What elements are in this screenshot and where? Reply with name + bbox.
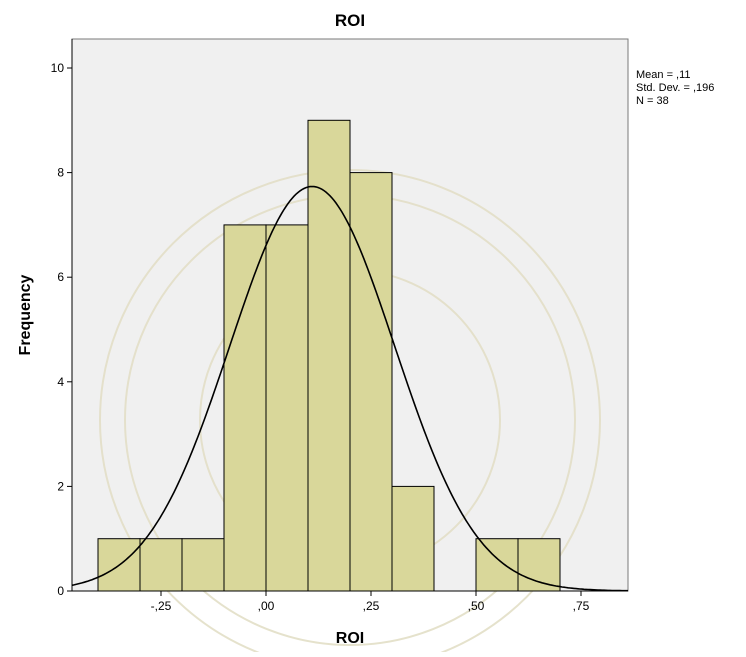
stats-mean: Mean = ,11 bbox=[636, 69, 691, 81]
x-tick-label: ,50 bbox=[468, 599, 485, 613]
y-tick-label: 8 bbox=[57, 166, 64, 180]
histogram-bar bbox=[475, 538, 519, 592]
histogram-bar bbox=[223, 224, 267, 592]
histogram-bar bbox=[307, 119, 351, 592]
y-tick-label: 2 bbox=[57, 479, 64, 493]
y-axis-title: Frequency bbox=[17, 274, 34, 355]
x-tick-label: ,00 bbox=[258, 599, 275, 613]
stats-n: N = 38 bbox=[636, 95, 669, 107]
y-tick-label: 4 bbox=[57, 375, 64, 389]
normal-curve bbox=[71, 185, 628, 592]
y-tick-label: 10 bbox=[51, 61, 65, 75]
histogram-bar bbox=[517, 538, 561, 592]
x-tick-label: ,75 bbox=[573, 599, 590, 613]
axes-group: 0 2 4 6 8 10 -,25 ,00 ,25 ,50 ,75 bbox=[51, 39, 628, 613]
stats-std-dev: Std. Dev. = ,196 bbox=[636, 82, 714, 94]
histogram-bar bbox=[181, 538, 225, 592]
bars-group bbox=[97, 119, 561, 592]
y-tick-label: 6 bbox=[57, 270, 64, 284]
x-axis-title: ROI bbox=[336, 630, 364, 647]
x-tick-label: -,25 bbox=[151, 599, 172, 613]
histogram-bar bbox=[139, 538, 183, 592]
histogram-bar bbox=[349, 172, 393, 592]
histogram-bar bbox=[391, 485, 435, 592]
chart-title: ROI bbox=[335, 11, 365, 30]
y-tick-label: 0 bbox=[57, 584, 64, 598]
histogram-bar bbox=[265, 224, 309, 592]
x-tick-label: ,25 bbox=[363, 599, 380, 613]
